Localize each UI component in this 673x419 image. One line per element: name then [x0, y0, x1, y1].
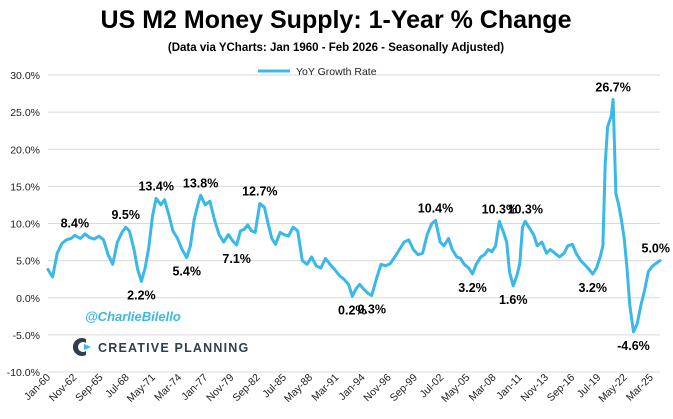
author-handle: @CharlieBilello: [85, 309, 181, 324]
x-tick-label: Nov-79: [204, 372, 237, 405]
x-tick-label: Mar-25: [624, 372, 656, 404]
x-tick-label: Mar-08: [467, 372, 499, 404]
data-label: 9.5%: [111, 208, 140, 222]
data-label: -4.6%: [617, 339, 650, 353]
brand-logo-icon: [72, 338, 91, 357]
y-axis-ticks: 30.0% 25.0% 20.0% 15.0% 10.0% 5.0% 0.0% -5.0% -1…: [7, 70, 40, 379]
x-tick-label: Nov-13: [519, 372, 552, 405]
x-tick-label: May-88: [282, 372, 315, 405]
x-tick-label: Mar-91: [309, 372, 341, 404]
data-label: 1.6%: [499, 293, 528, 307]
y-tick-label: 10.0%: [10, 219, 40, 231]
data-label: 3.2%: [579, 281, 608, 295]
x-axis-ticks: Jan-60Nov-62Sep-65Jul-68May-71Mar-74Jan-…: [22, 372, 656, 405]
data-label: 10.3%: [508, 202, 543, 216]
y-tick-label: -5.0%: [13, 330, 40, 342]
data-label: 2.2%: [127, 288, 156, 302]
y-tick-label: 30.0%: [10, 70, 40, 82]
data-label: 26.7%: [595, 81, 630, 95]
series-layer: [46, 98, 662, 334]
data-label: 0.2%: [338, 303, 367, 317]
data-label: 13.8%: [183, 176, 218, 190]
y-tick-label: -10.0%: [7, 367, 40, 379]
data-label: 7.1%: [222, 252, 251, 266]
data-label: 13.4%: [138, 179, 173, 193]
x-tick-label: May-05: [439, 372, 472, 405]
x-tick-label: Sep-65: [73, 372, 106, 405]
data-label: 10.4%: [418, 202, 453, 216]
x-tick-label: Nov-96: [361, 372, 394, 405]
legend: YoY Growth Rate: [258, 66, 377, 78]
data-label: 5.0%: [642, 242, 671, 256]
data-label: 8.4%: [61, 216, 90, 230]
y-tick-label: 0.0%: [16, 293, 40, 305]
x-tick-label: Sep-99: [388, 372, 421, 405]
y-tick-label: 20.0%: [10, 144, 40, 156]
data-label: 10.3%: [482, 202, 517, 216]
x-tick-label: May-22: [596, 372, 629, 405]
legend-label: YoY Growth Rate: [296, 66, 377, 78]
chart-subtitle: (Data via YCharts: Jan 1960 - Feb 2026 -…: [168, 42, 504, 54]
x-tick-label: Sep-82: [230, 372, 263, 405]
data-labels: 8.4% 9.5% 2.2% 13.4% 13.8% 5.4% 7.1% 12.7% 0.2%0…: [61, 81, 670, 353]
chart-title: US M2 Money Supply: 1-Year % Change: [101, 6, 572, 34]
x-tick-label: Nov-62: [47, 372, 80, 405]
x-tick-label: May-71: [125, 372, 158, 405]
data-label: 12.7%: [242, 184, 277, 198]
data-label: 3.2%: [458, 281, 487, 295]
series-line: [46, 98, 662, 334]
brand-name: CREATIVE PLANNING: [98, 341, 249, 355]
data-label: 0.3%: [357, 303, 386, 317]
gridlines: [48, 74, 660, 373]
watermark: @CharlieBilello CREATIVE PLANNING: [72, 309, 249, 357]
y-tick-label: 5.0%: [16, 256, 40, 268]
y-tick-label: 15.0%: [10, 181, 40, 193]
y-tick-label: 25.0%: [10, 107, 40, 119]
data-label: 5.4%: [172, 265, 201, 279]
x-tick-label: Sep-16: [545, 372, 578, 405]
x-tick-label: Mar-74: [152, 372, 184, 404]
